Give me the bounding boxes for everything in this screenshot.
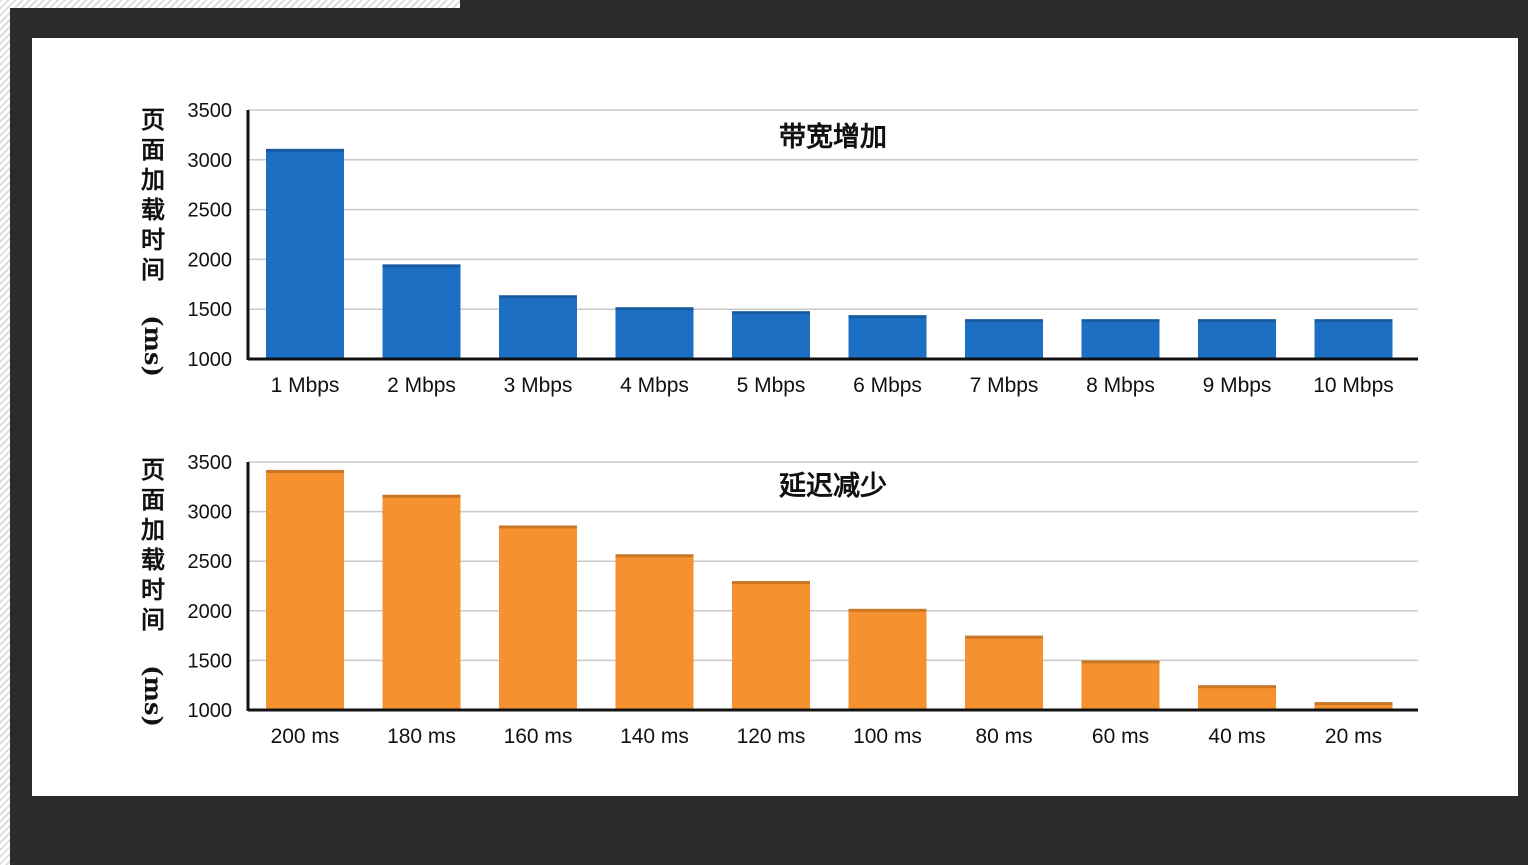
chart2-bar-edge <box>1314 702 1393 706</box>
chart1-bar-edge <box>1314 319 1393 323</box>
chart2-ytick-label: 3000 <box>188 502 233 524</box>
chart1-category-label: 4 Mbps <box>620 374 689 397</box>
chart1-bar <box>499 295 577 359</box>
chart1-ylabel-char: 面 <box>141 135 165 164</box>
chart2-ylabel-char: 时 <box>141 575 165 604</box>
chart2-ytick-label: 2000 <box>188 601 233 623</box>
chart1-bar-edge <box>382 264 461 268</box>
chart2-ytick-label: 1500 <box>188 650 233 672</box>
chart1-bar-edge <box>732 311 810 315</box>
chart1-bar-edge <box>965 319 1043 323</box>
chart1-category-label: 7 Mbps <box>970 374 1039 397</box>
chart2-ylabel-char: 页 <box>141 455 165 484</box>
chart1-category-label: 10 Mbps <box>1313 374 1394 397</box>
chart2-bar <box>499 525 577 710</box>
chart2-bar <box>1314 702 1393 710</box>
chart1-bar <box>1198 319 1276 359</box>
chart2-bar-edge <box>732 581 810 585</box>
chart1-bar <box>732 311 810 359</box>
chart1-ylabel-char: 页 <box>141 105 165 134</box>
chart1-category-label: 1 Mbps <box>271 374 340 397</box>
chart2-bar-edge <box>848 608 927 612</box>
chart2-bar <box>1198 685 1276 710</box>
chart2-bar-edge <box>1081 660 1160 664</box>
chart2-category-label: 120 ms <box>737 725 806 748</box>
chart1-category-label: 3 Mbps <box>504 374 573 397</box>
chart1-ylabel-char: 间 <box>141 255 165 284</box>
chart2-ylabel-char: 间 <box>141 605 165 634</box>
chart1-ytick-label: 2000 <box>188 249 233 271</box>
chart1-ytick-label: 3500 <box>188 100 233 122</box>
chart2-ylabel-char: 载 <box>141 545 165 574</box>
chart2-bar <box>382 494 461 710</box>
chart1-ylabel-char: 加 <box>141 165 165 194</box>
chart1-ylabel-unit: (ms) <box>139 315 168 377</box>
chart1-bar <box>615 307 694 359</box>
chart1-category-label: 5 Mbps <box>737 374 806 397</box>
chart1-bar <box>1314 319 1393 359</box>
chart1-ytick-label: 1500 <box>188 299 233 321</box>
chart2-bar-edge <box>266 469 344 473</box>
chart2-bar-edge <box>965 635 1043 639</box>
chart2-category-label: 180 ms <box>387 725 456 748</box>
chart1-bar-edge <box>848 315 927 319</box>
chart2-bar-edge <box>1198 685 1276 689</box>
chart1-bar-edge <box>499 295 577 299</box>
chart2-category-label: 20 ms <box>1325 725 1382 748</box>
chart1-bar-edge <box>615 307 694 311</box>
chart1-category-label: 8 Mbps <box>1086 374 1155 397</box>
chart2-bar <box>1081 660 1160 710</box>
chart2-bar-edge <box>499 525 577 529</box>
chart2-bar <box>266 469 344 710</box>
chart2-ytick-label: 2500 <box>188 551 233 573</box>
chart1-ylabel-char: 载 <box>141 195 165 224</box>
chart2-bar <box>848 608 927 710</box>
chart2-bar-edge <box>382 494 461 498</box>
chart1-bar-edge <box>266 148 344 152</box>
chart2-category-label: 100 ms <box>853 725 922 748</box>
chart2-bar-edge <box>615 554 694 558</box>
chart2-category-label: 80 ms <box>975 725 1032 748</box>
chart2-category-label: 160 ms <box>504 725 573 748</box>
chart2-bar <box>732 581 810 710</box>
chart1-title: 带宽增加 <box>779 121 887 153</box>
chart2-category-label: 60 ms <box>1092 725 1149 748</box>
chart2-bar <box>615 554 694 710</box>
top-border-stripe <box>0 0 460 8</box>
chart2-category-label: 140 ms <box>620 725 689 748</box>
chart2-ytick-label: 1000 <box>188 700 233 722</box>
chart2-ytick-label: 3500 <box>188 452 233 474</box>
chart1-bar <box>848 315 927 359</box>
chart2-ylabel-unit: (ms) <box>139 665 168 727</box>
chart2-bar <box>965 635 1043 710</box>
chart1-ylabel-char: 时 <box>141 225 165 254</box>
chart1-bar-edge <box>1081 319 1160 323</box>
chart2-title: 延迟减少 <box>778 471 887 502</box>
chart1-bar <box>266 148 344 359</box>
chart1-bar-edge <box>1198 319 1276 323</box>
chart1-category-label: 2 Mbps <box>387 374 456 397</box>
chart2-ylabel-char: 面 <box>141 485 165 514</box>
chart1-ytick-label: 2500 <box>188 200 233 222</box>
chart1-bar <box>382 264 461 359</box>
chart1-ytick-label: 1000 <box>188 349 233 371</box>
chart1-category-label: 6 Mbps <box>853 374 922 397</box>
chart1-category-label: 9 Mbps <box>1203 374 1272 397</box>
chart1-ytick-label: 3000 <box>188 150 233 172</box>
left-border-stripe <box>0 0 10 865</box>
chart1-bar <box>965 319 1043 359</box>
chart2-category-label: 200 ms <box>271 725 340 748</box>
chart2-category-label: 40 ms <box>1208 725 1265 748</box>
chart1-bar <box>1081 319 1160 359</box>
chart2-ylabel-char: 加 <box>141 515 165 544</box>
